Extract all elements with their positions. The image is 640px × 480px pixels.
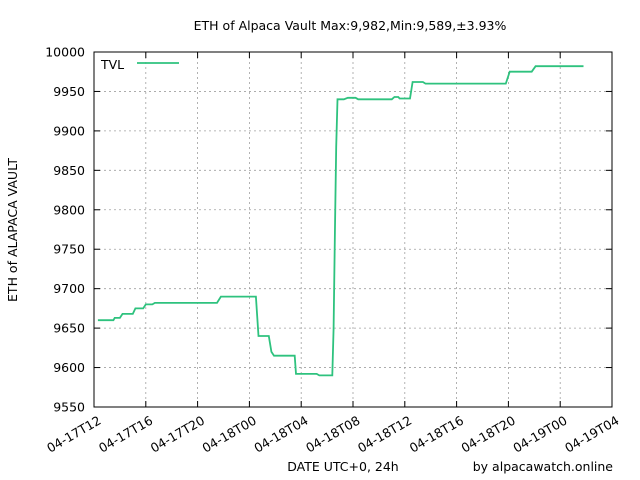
x-tick-label: 04-18T08 bbox=[303, 413, 362, 456]
y-tick-label: 9750 bbox=[53, 242, 85, 257]
chart-title: ETH of Alpaca Vault Max:9,982,Min:9,589,… bbox=[194, 18, 507, 33]
y-tick-label: 9950 bbox=[53, 84, 85, 99]
x-axis-ticks: 04-17T1204-17T1604-17T2004-18T0004-18T04… bbox=[44, 52, 622, 456]
series-line-tvl bbox=[97, 65, 584, 377]
x-tick-label: 04-18T12 bbox=[355, 413, 414, 456]
y-tick-label: 9650 bbox=[53, 321, 85, 336]
x-tick-label: 04-18T16 bbox=[407, 413, 466, 456]
x-tick-label: 04-17T20 bbox=[148, 413, 207, 456]
x-tick-label: 04-18T00 bbox=[200, 413, 259, 456]
y-tick-label: 9700 bbox=[53, 281, 85, 296]
y-tick-label: 9850 bbox=[53, 163, 85, 178]
x-tick-label: 04-18T04 bbox=[251, 413, 310, 456]
legend: TVL bbox=[100, 57, 179, 72]
y-tick-label: 9800 bbox=[53, 202, 85, 217]
x-tick-label: 04-17T12 bbox=[44, 413, 103, 456]
legend-label-tvl: TVL bbox=[100, 57, 124, 72]
y-tick-label: 9600 bbox=[53, 360, 85, 375]
x-tick-label: 04-19T04 bbox=[562, 413, 621, 456]
y-axis-label: ETH of ALAPACA VAULT bbox=[5, 158, 20, 302]
y-axis-ticks: 9550 9600 9650 9700 9750 9800 9850 9900 9950 1000… bbox=[45, 45, 612, 415]
y-tick-label: 10000 bbox=[45, 45, 85, 60]
x-axis-label: DATE UTC+0, 24h bbox=[287, 459, 398, 474]
y-tick-label: 9550 bbox=[53, 400, 85, 415]
x-tick-label: 04-17T16 bbox=[96, 413, 155, 456]
y-tick-label: 9900 bbox=[53, 123, 85, 138]
x-tick-label: 04-18T20 bbox=[459, 413, 518, 456]
plot-frame bbox=[93, 51, 613, 408]
x-tick-label: 04-19T00 bbox=[510, 413, 569, 456]
credit-label: by alpacawatch.online bbox=[473, 459, 614, 474]
grid-layer bbox=[94, 52, 612, 407]
